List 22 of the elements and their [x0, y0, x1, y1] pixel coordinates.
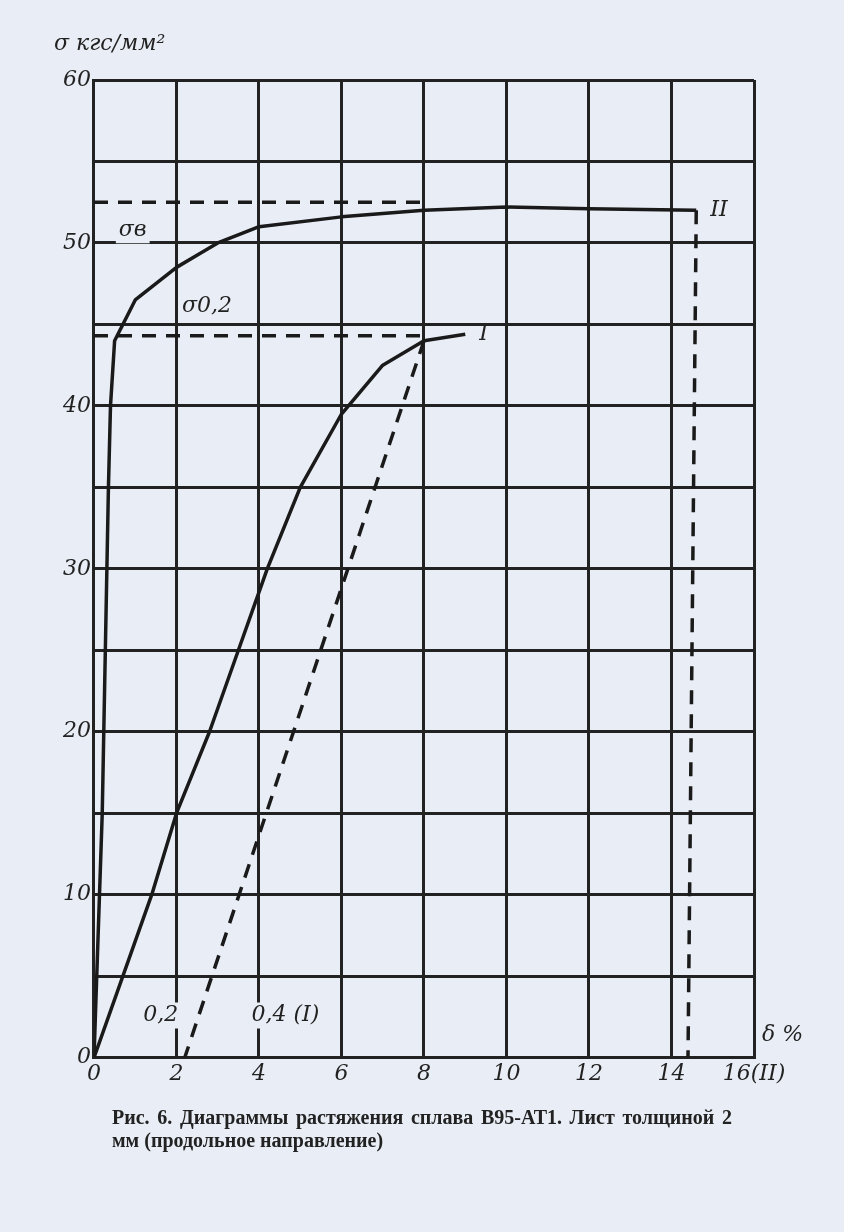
y-tick-label: 10 [62, 880, 91, 906]
x-axis-title: δ % [762, 1021, 804, 1047]
text: Рис. 6. Диаграммы растяжения сплава В95-АТ1. Лист толщиной 2 мм (продольное направление) [112, 1106, 732, 1152]
y-tick-label: 30 [62, 554, 91, 580]
x-tick-label: 12 [575, 1059, 603, 1085]
y-tick-label: 50 [62, 228, 91, 254]
y-tick-label: 60 [62, 65, 91, 91]
x-tick-label: 6 [334, 1059, 349, 1085]
x-tick-label: 8 [417, 1059, 431, 1085]
annotation: σв [118, 215, 147, 241]
y-tick-label: 20 [61, 717, 91, 743]
y-axis-title: σ кгс/мм² [53, 29, 166, 55]
x-tick-label: 16(II) [722, 1059, 786, 1085]
annotation: 0,2 [143, 1001, 179, 1027]
x-tick-label: 4 [251, 1059, 266, 1085]
annotation: 0,4 (I) [251, 1001, 320, 1027]
x-tick-label: 2 [168, 1059, 184, 1085]
series-label: II [709, 196, 729, 222]
x-tick-label: 14 [657, 1059, 686, 1085]
annotation: σ0,2 [181, 291, 232, 317]
y-tick-label: 40 [61, 391, 91, 417]
x-tick-label: 10 [492, 1059, 521, 1085]
